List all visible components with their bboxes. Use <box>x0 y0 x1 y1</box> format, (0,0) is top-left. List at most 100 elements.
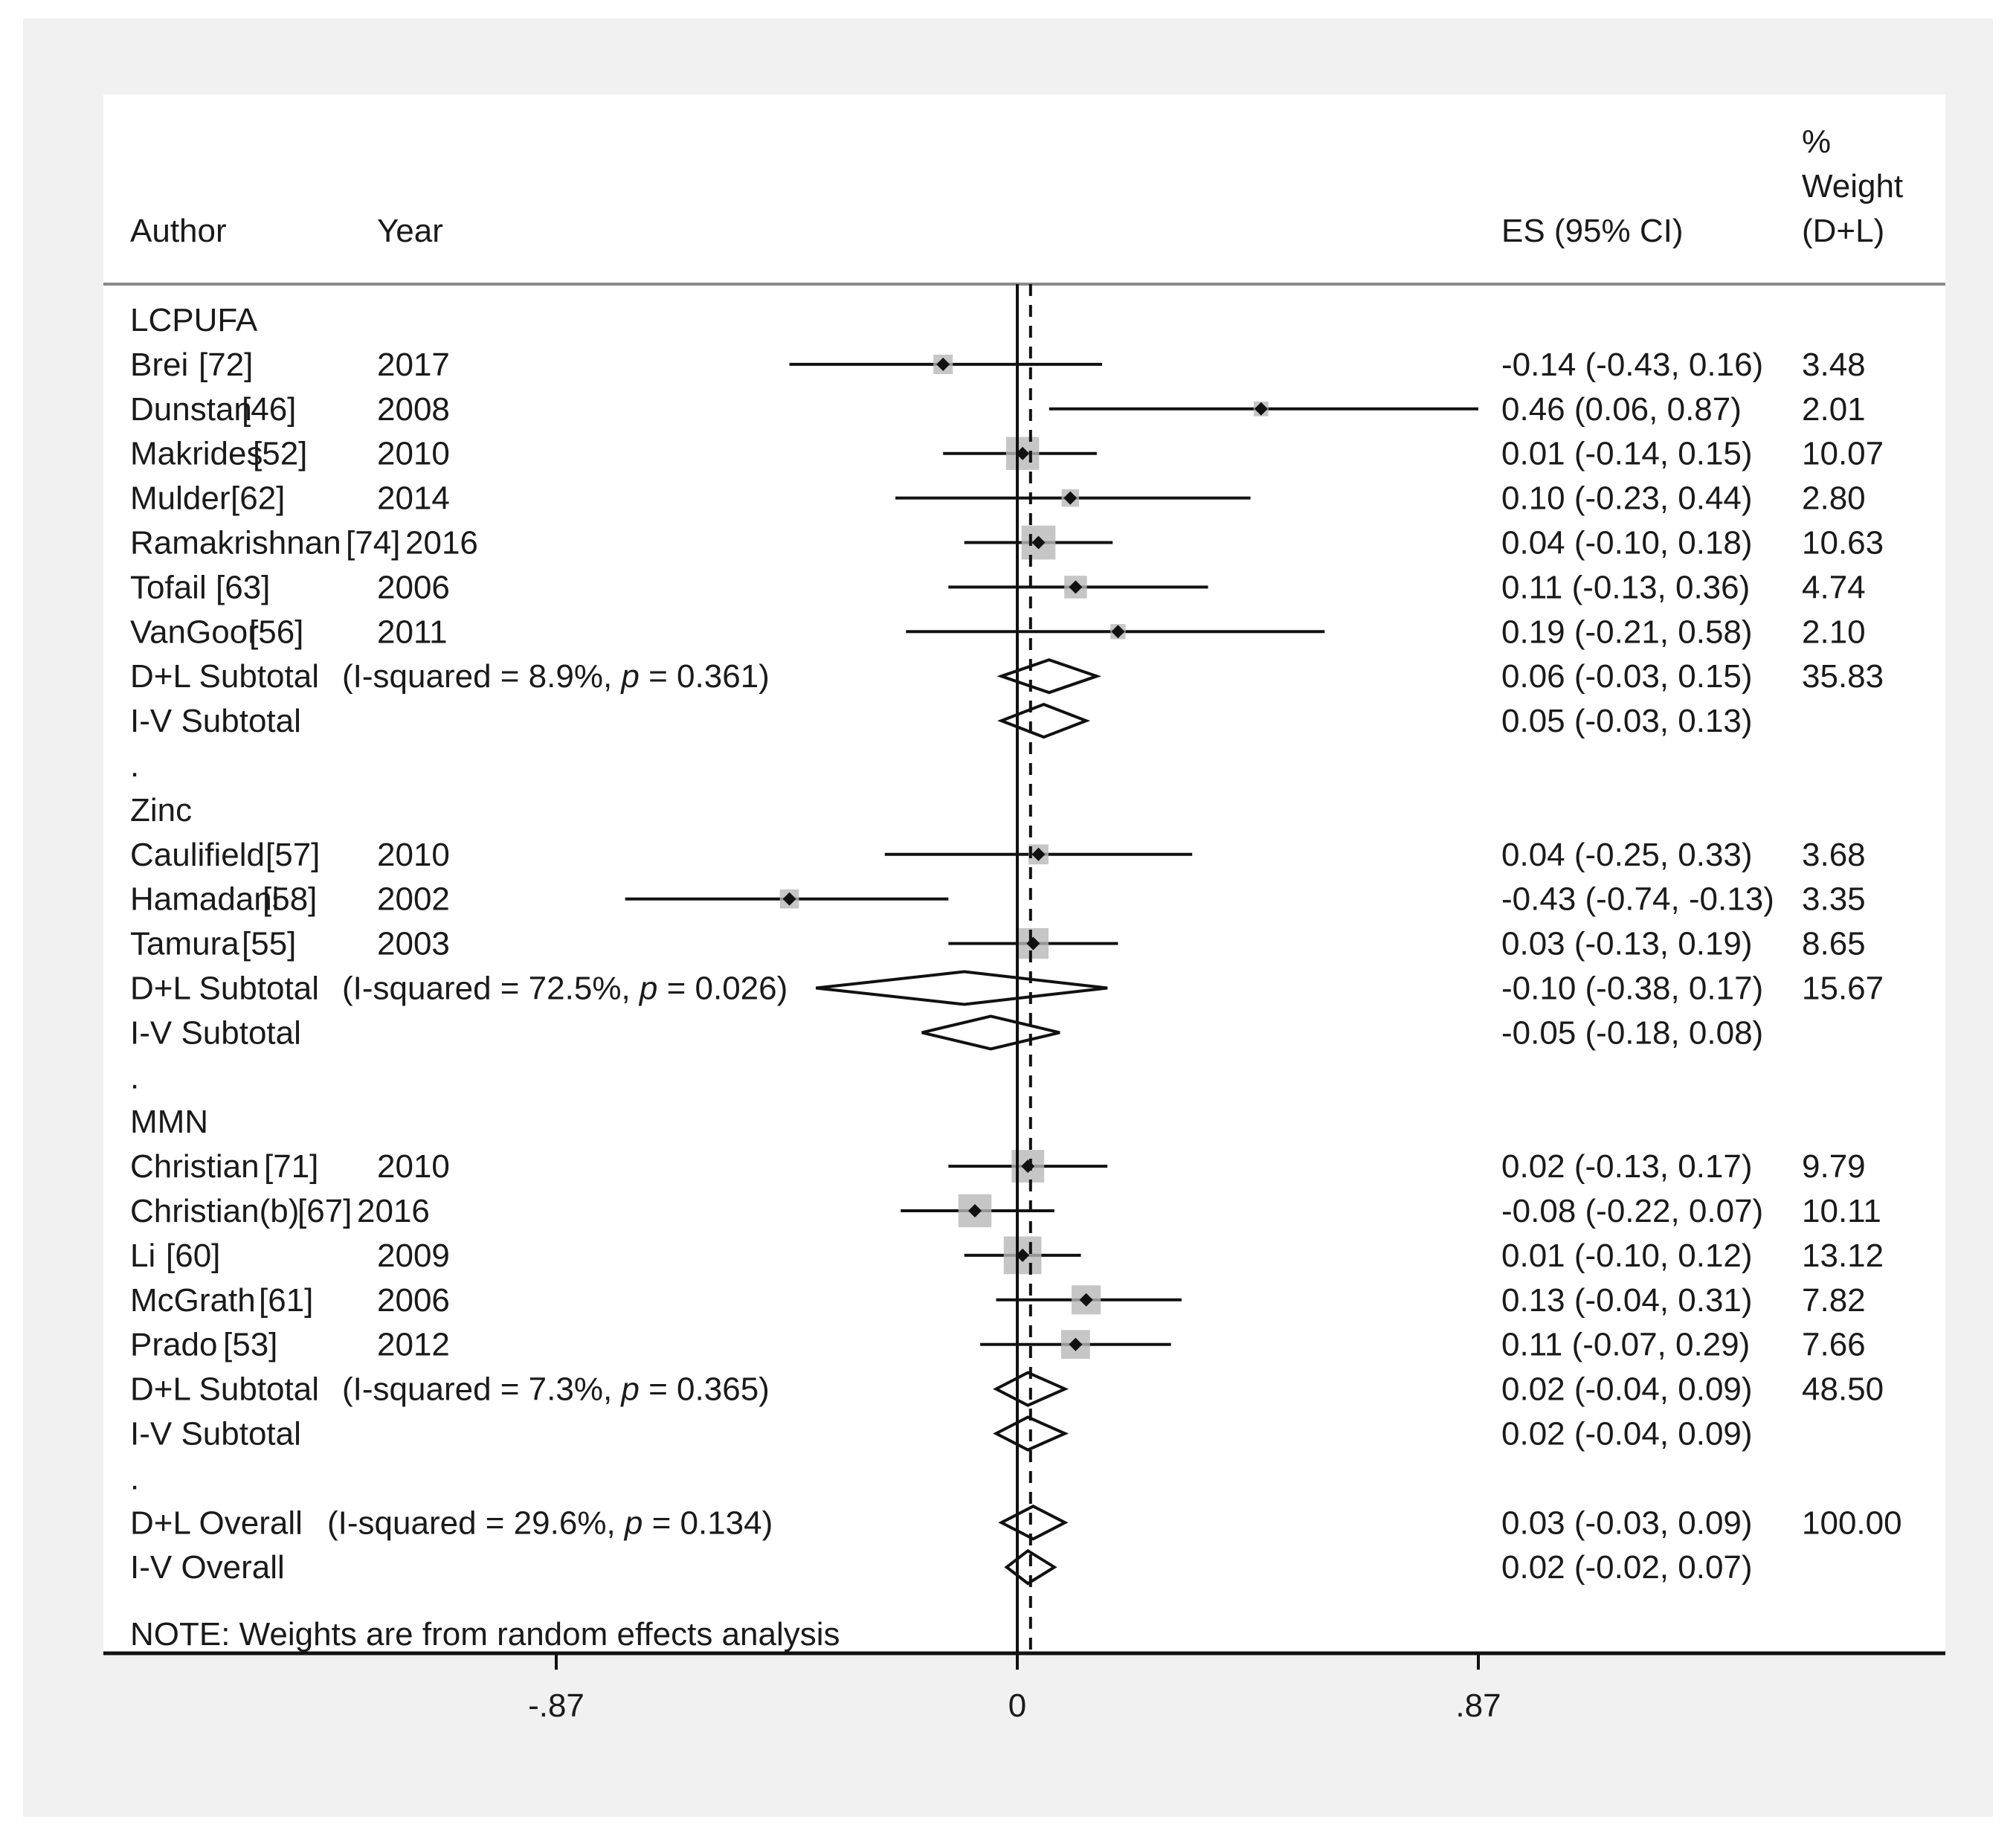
study-author: McGrath <box>130 1282 256 1319</box>
study-author: Dunstan <box>130 391 252 428</box>
study-es-ci: 0.03 (-0.13, 0.19) <box>1501 926 1753 962</box>
header-weight-line-2: Weight <box>1802 168 1903 205</box>
heterogeneity-p-symbol: p <box>638 971 657 1007</box>
subtotal-label: I-V Overall <box>130 1549 285 1586</box>
point-estimate <box>1079 1293 1093 1307</box>
heterogeneity-p-value: = 0.134) <box>643 1505 773 1541</box>
group-label: Zinc <box>130 792 192 828</box>
study-ref: [57] <box>265 837 320 873</box>
study-year: 2002 <box>377 881 450 918</box>
study-es-ci: 0.02 (-0.13, 0.17) <box>1501 1148 1753 1185</box>
study-ref: [58] <box>263 881 317 918</box>
point-estimate <box>967 1204 982 1217</box>
subtotal-es-ci: 0.03 (-0.03, 0.09) <box>1501 1505 1753 1541</box>
study-weight: 7.82 <box>1802 1282 1866 1319</box>
study-author: Prado <box>130 1327 217 1363</box>
study-author: Li <box>130 1238 155 1274</box>
study-author: Makrides <box>130 436 263 472</box>
study-weight: 8.65 <box>1802 926 1866 962</box>
study-ref: [74] <box>346 525 400 562</box>
subtotal-es-ci: 0.02 (-0.04, 0.09) <box>1501 1371 1753 1408</box>
study-author: Tamura <box>130 926 239 962</box>
study-year: 2016 <box>405 525 478 562</box>
study-weight: 7.66 <box>1802 1327 1866 1363</box>
heterogeneity-prefix: (I-squared = 8.9%, <box>342 658 621 695</box>
study-weight: 3.68 <box>1802 837 1866 873</box>
study-es-ci: 0.01 (-0.10, 0.12) <box>1501 1238 1753 1274</box>
header-author: Author <box>130 213 227 249</box>
study-weight: 4.74 <box>1802 569 1866 605</box>
study-es-ci: -0.14 (-0.43, 0.16) <box>1501 347 1763 383</box>
spacer-dot: . <box>130 1059 139 1095</box>
point-estimate <box>1063 491 1078 505</box>
subtotal-weight: 100.00 <box>1802 1505 1902 1541</box>
study-es-ci: 0.11 (-0.07, 0.29) <box>1501 1327 1750 1363</box>
study-author: Christian <box>130 1148 260 1185</box>
study-year: 2006 <box>377 1282 450 1319</box>
pooled-diamond <box>921 1014 1060 1051</box>
study-author: Brei <box>130 347 188 383</box>
heterogeneity-prefix: (I-squared = 7.3%, <box>342 1371 621 1408</box>
study-weight: 2.80 <box>1802 480 1866 517</box>
study-author: Tofail <box>130 569 207 605</box>
x-tick-label: 0 <box>1008 1687 1026 1724</box>
study-ref: [61] <box>259 1282 313 1319</box>
study-weight: 2.10 <box>1802 614 1866 650</box>
study-weight: 13.12 <box>1802 1238 1884 1274</box>
study-es-ci: 0.04 (-0.10, 0.18) <box>1501 525 1753 562</box>
x-tick-label: -.87 <box>528 1687 584 1724</box>
study-ref: [53] <box>223 1327 277 1363</box>
rows-layer: LCPUFA Brei [72] 2017 -0.14 (-0.43, 0.16) 3.4… <box>130 302 1902 1586</box>
subtotal-label: D+L Overall <box>130 1505 303 1541</box>
study-es-ci: 0.11 (-0.13, 0.36) <box>1501 569 1750 605</box>
subtotal-es-ci: 0.05 (-0.03, 0.13) <box>1501 703 1753 739</box>
spacer-dot: . <box>130 747 139 784</box>
point-estimate <box>1016 446 1030 460</box>
study-weight: 3.35 <box>1802 881 1866 918</box>
study-ref: [63] <box>216 569 270 605</box>
header-weight-line-3: (D+L) <box>1802 213 1884 249</box>
subtotal-es-ci: 0.02 (-0.02, 0.07) <box>1501 1549 1753 1586</box>
study-year: 2010 <box>377 436 450 472</box>
header-weight-line-1: % <box>1802 123 1831 160</box>
heterogeneity-p-value: = 0.365) <box>640 1371 770 1408</box>
study-author: VanGoor <box>130 614 259 650</box>
study-es-ci: 0.19 (-0.21, 0.58) <box>1501 614 1753 650</box>
study-year: 2016 <box>357 1193 430 1229</box>
study-es-ci: -0.08 (-0.22, 0.07) <box>1501 1193 1763 1229</box>
heterogeneity-p-symbol: p <box>619 1371 639 1408</box>
study-year: 2006 <box>377 569 450 605</box>
study-year: 2009 <box>377 1238 450 1274</box>
subtotal-label: D+L Subtotal <box>130 658 319 695</box>
study-es-ci: 0.13 (-0.04, 0.31) <box>1501 1282 1753 1319</box>
heterogeneity-p-symbol: p <box>623 1505 643 1541</box>
study-es-ci: 0.01 (-0.14, 0.15) <box>1501 436 1753 472</box>
study-year: 2008 <box>377 391 450 428</box>
study-ref: [67] <box>297 1193 352 1229</box>
study-ref: [60] <box>166 1238 220 1274</box>
group-label: MMN <box>130 1104 208 1140</box>
subtotal-label: D+L Subtotal <box>130 971 319 1007</box>
axis-layer: -.87 0 .87 <box>528 284 1501 1724</box>
heterogeneity-p-value: = 0.026) <box>657 971 788 1007</box>
study-ref: [46] <box>242 391 296 428</box>
study-author: Hamadani <box>130 881 280 918</box>
study-ref: [62] <box>231 480 285 517</box>
header-year: Year <box>377 213 443 249</box>
weights-note: NOTE: Weights are from random effects an… <box>130 1616 840 1653</box>
study-author: Christian(b) <box>130 1193 299 1229</box>
study-weight: 10.63 <box>1802 525 1884 562</box>
study-ref: [72] <box>199 347 253 383</box>
subtotal-label: I-V Subtotal <box>130 703 301 739</box>
pooled-diamond <box>815 970 1108 1006</box>
heterogeneity-prefix: (I-squared = 29.6%, <box>327 1505 625 1541</box>
study-year: 2011 <box>377 614 448 650</box>
point-estimate <box>1031 535 1046 550</box>
study-year: 2014 <box>377 480 450 517</box>
point-estimate <box>1111 625 1125 639</box>
point-estimate <box>1031 847 1046 861</box>
subtotal-es-ci: -0.10 (-0.38, 0.17) <box>1501 971 1763 1007</box>
study-weight: 10.11 <box>1802 1193 1881 1229</box>
heterogeneity-stat: (I-squared = 72.5%, p = 0.026) <box>342 971 788 1007</box>
